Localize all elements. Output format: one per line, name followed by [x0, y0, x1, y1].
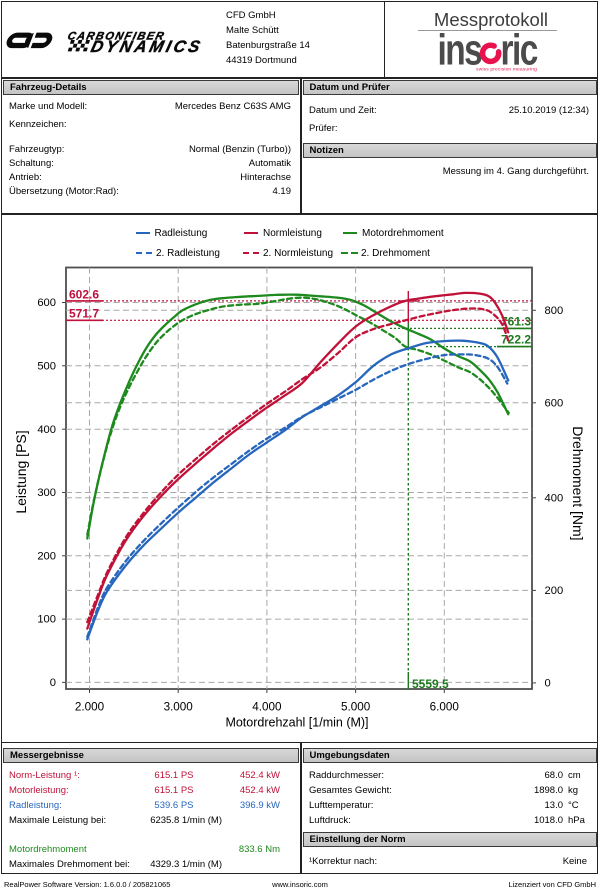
svg-text:100: 100 — [37, 614, 56, 626]
svg-text:3.000: 3.000 — [164, 701, 194, 714]
svg-text:ins: ins — [438, 26, 483, 74]
svg-text:5559.5: 5559.5 — [412, 677, 449, 691]
svg-text:2.000: 2.000 — [75, 701, 105, 714]
svg-text:Motordrehzahl [1/min (M)]: Motordrehzahl [1/min (M)] — [225, 716, 368, 730]
svg-text:300: 300 — [37, 487, 56, 499]
svg-text:600: 600 — [545, 397, 564, 409]
svg-text:CARBONFIBER: CARBONFIBER — [66, 31, 166, 43]
svg-text:571.7: 571.7 — [69, 307, 99, 321]
svg-text:722.2: 722.2 — [501, 333, 531, 347]
svg-text:400: 400 — [545, 492, 564, 504]
svg-text:0: 0 — [50, 677, 56, 689]
svg-text:600: 600 — [37, 297, 56, 309]
svg-text:0: 0 — [545, 678, 551, 690]
svg-text:500: 500 — [37, 360, 56, 372]
svg-text:800: 800 — [545, 305, 564, 317]
svg-text:5.000: 5.000 — [341, 701, 371, 714]
svg-text:Drehmoment [Nm]: Drehmoment [Nm] — [570, 426, 586, 540]
svg-text:400: 400 — [37, 424, 56, 436]
svg-text:602.6: 602.6 — [69, 287, 99, 301]
svg-text:4.000: 4.000 — [252, 701, 282, 714]
svg-text:DYNAMICS: DYNAMICS — [89, 37, 205, 56]
svg-text:761.3: 761.3 — [501, 314, 531, 328]
svg-text:Leistung [PS]: Leistung [PS] — [13, 430, 29, 513]
svg-text:6.000: 6.000 — [430, 701, 460, 714]
svg-text:ric: ric — [501, 26, 538, 74]
svg-text:200: 200 — [37, 550, 56, 562]
svg-text:swiss precision measuring: swiss precision measuring — [476, 67, 537, 73]
svg-text:200: 200 — [545, 585, 564, 597]
